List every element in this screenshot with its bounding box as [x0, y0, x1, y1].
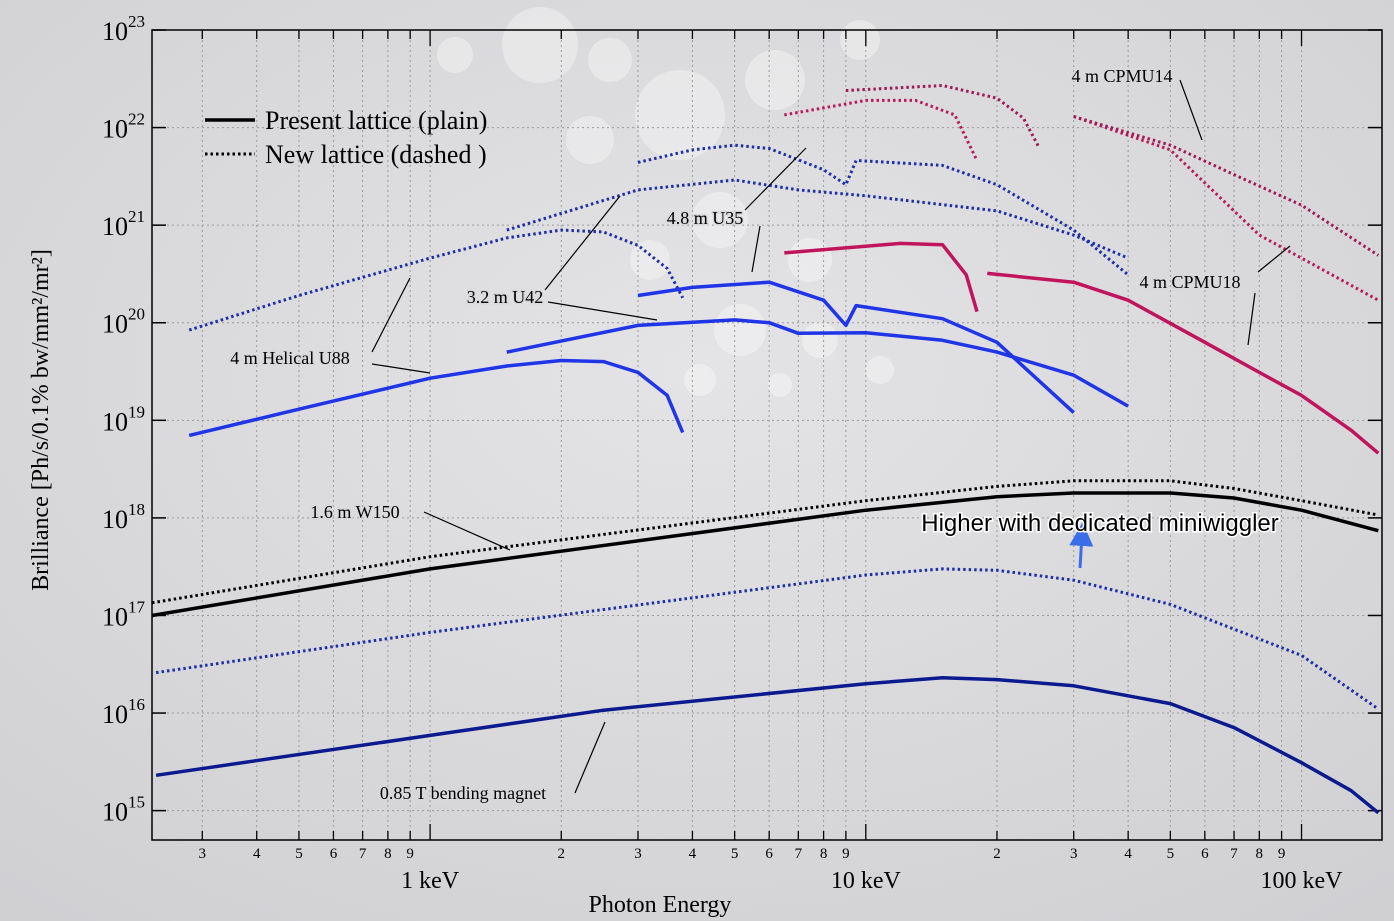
y-tick-base: 10 — [102, 602, 128, 631]
note-arrow — [1069, 522, 1094, 569]
x-tick-label: 5 — [295, 846, 303, 862]
y-tick-exponent: 17 — [128, 597, 146, 616]
series-line — [188, 228, 685, 332]
y-tick-base: 10 — [102, 505, 128, 534]
y-tick-label: 1018 — [102, 500, 145, 534]
y-tick-label: 1021 — [102, 207, 145, 241]
plot — [151, 29, 1382, 840]
series-line — [784, 98, 1380, 302]
x-tick-label: 8 — [384, 846, 392, 862]
y-tick-base: 10 — [102, 115, 128, 144]
leader-line — [371, 363, 431, 374]
x-tick-label: 8 — [820, 846, 828, 862]
y-tick-exponent: 22 — [128, 110, 145, 129]
x-tick-label: 9 — [1278, 846, 1286, 862]
series-line — [637, 143, 1130, 276]
legend: Present lattice (plain) New lattice (das… — [205, 106, 487, 169]
x-tick-label: 3 — [634, 846, 642, 862]
y-tick-label: 1015 — [102, 793, 145, 827]
series-line — [151, 479, 1379, 605]
series-line — [155, 567, 1380, 711]
y-tick-base: 10 — [102, 700, 128, 729]
note: Higher with dedicated miniwiggler — [921, 510, 1279, 537]
x-tick-label: 6 — [1201, 846, 1209, 862]
series-line — [784, 241, 1380, 455]
leader-line — [371, 277, 411, 353]
leader-line — [574, 721, 606, 794]
leader-line — [544, 195, 621, 291]
x-tick-label: 3 — [199, 846, 207, 862]
y-tick-exponent: 23 — [128, 12, 145, 31]
y-tick-exponent: 15 — [128, 793, 145, 812]
annotation: 3.2 m U42 — [467, 287, 544, 307]
x-tick-label: 3 — [1070, 846, 1078, 862]
x-tick-label: 8 — [1256, 846, 1264, 862]
y-tick-base: 10 — [102, 17, 128, 46]
y-tick-label: 1020 — [102, 305, 145, 339]
series-line — [151, 491, 1379, 618]
x-tick-label: 7 — [359, 846, 367, 862]
annotation: 4.8 m U35 — [667, 208, 744, 228]
leader-line — [744, 147, 807, 211]
series-line — [188, 358, 685, 438]
x-tick-label: 2 — [558, 846, 566, 862]
legend-label: New lattice (dashed ) — [265, 140, 487, 169]
y-tick-exponent: 16 — [128, 695, 145, 714]
x-tick-label: 4 — [253, 846, 261, 862]
y-tick-base: 10 — [102, 407, 128, 436]
y-tick-base: 10 — [102, 310, 128, 339]
annotation: 4 m CPMU18 — [1139, 272, 1240, 292]
x-tick-label: 6 — [765, 846, 773, 862]
y-tick-exponent: 18 — [128, 500, 145, 519]
leader-line — [1247, 292, 1256, 346]
y-tick-label: 1019 — [102, 402, 145, 436]
leader-line — [423, 511, 511, 551]
leader-line — [1179, 79, 1203, 141]
y-tick-base: 10 — [102, 212, 128, 241]
y-tick-exponent: 20 — [128, 305, 145, 324]
x-tick-label: 7 — [795, 846, 803, 862]
x-tick-label: 4 — [689, 846, 697, 862]
x-tick-label: 100 keV — [1261, 868, 1344, 894]
series-line — [637, 280, 1075, 414]
x-tick-label: 7 — [1230, 846, 1238, 862]
y-tick-label: 1017 — [102, 597, 146, 631]
x-tick-label: 5 — [1167, 846, 1175, 862]
x-tick-label: 10 keV — [831, 868, 902, 894]
x-tick-label: 5 — [731, 846, 739, 862]
y-tick-exponent: 21 — [128, 207, 145, 226]
y-tick-label: 1023 — [102, 12, 145, 46]
annotation: 4 m CPMU14 — [1071, 66, 1172, 86]
y-tick-label: 1022 — [102, 110, 145, 144]
x-tick-label: 2 — [993, 846, 1001, 862]
x-tick-label: 9 — [842, 846, 850, 862]
x-axis-label: Photon Energy — [589, 892, 732, 918]
leader-line — [751, 225, 761, 273]
x-tick-label: 1 keV — [401, 868, 460, 894]
series-line — [155, 676, 1380, 815]
y-tick-exponent: 19 — [128, 402, 145, 421]
annotation: 0.85 T bending magnet — [380, 783, 546, 803]
series-line — [506, 318, 1129, 408]
annotation: 1.6 m W150 — [310, 502, 399, 522]
series-line — [845, 84, 1380, 257]
legend-label: Present lattice (plain) — [265, 106, 487, 135]
y-axis-label: Brilliance [Ph/s/0.1% bw/mm²/mr²] — [28, 249, 54, 591]
y-tick-base: 10 — [102, 798, 128, 827]
decor-circles — [437, 7, 894, 397]
x-tick-label: 9 — [406, 846, 414, 862]
y-tick-label: 1016 — [102, 695, 145, 729]
leader-line — [1257, 245, 1291, 273]
x-tick-label: 6 — [330, 846, 338, 862]
x-tick-label: 4 — [1124, 846, 1132, 862]
annotation: 4 m Helical U88 — [230, 348, 349, 368]
leader-line — [547, 301, 658, 321]
plot-frame — [151, 29, 1383, 841]
